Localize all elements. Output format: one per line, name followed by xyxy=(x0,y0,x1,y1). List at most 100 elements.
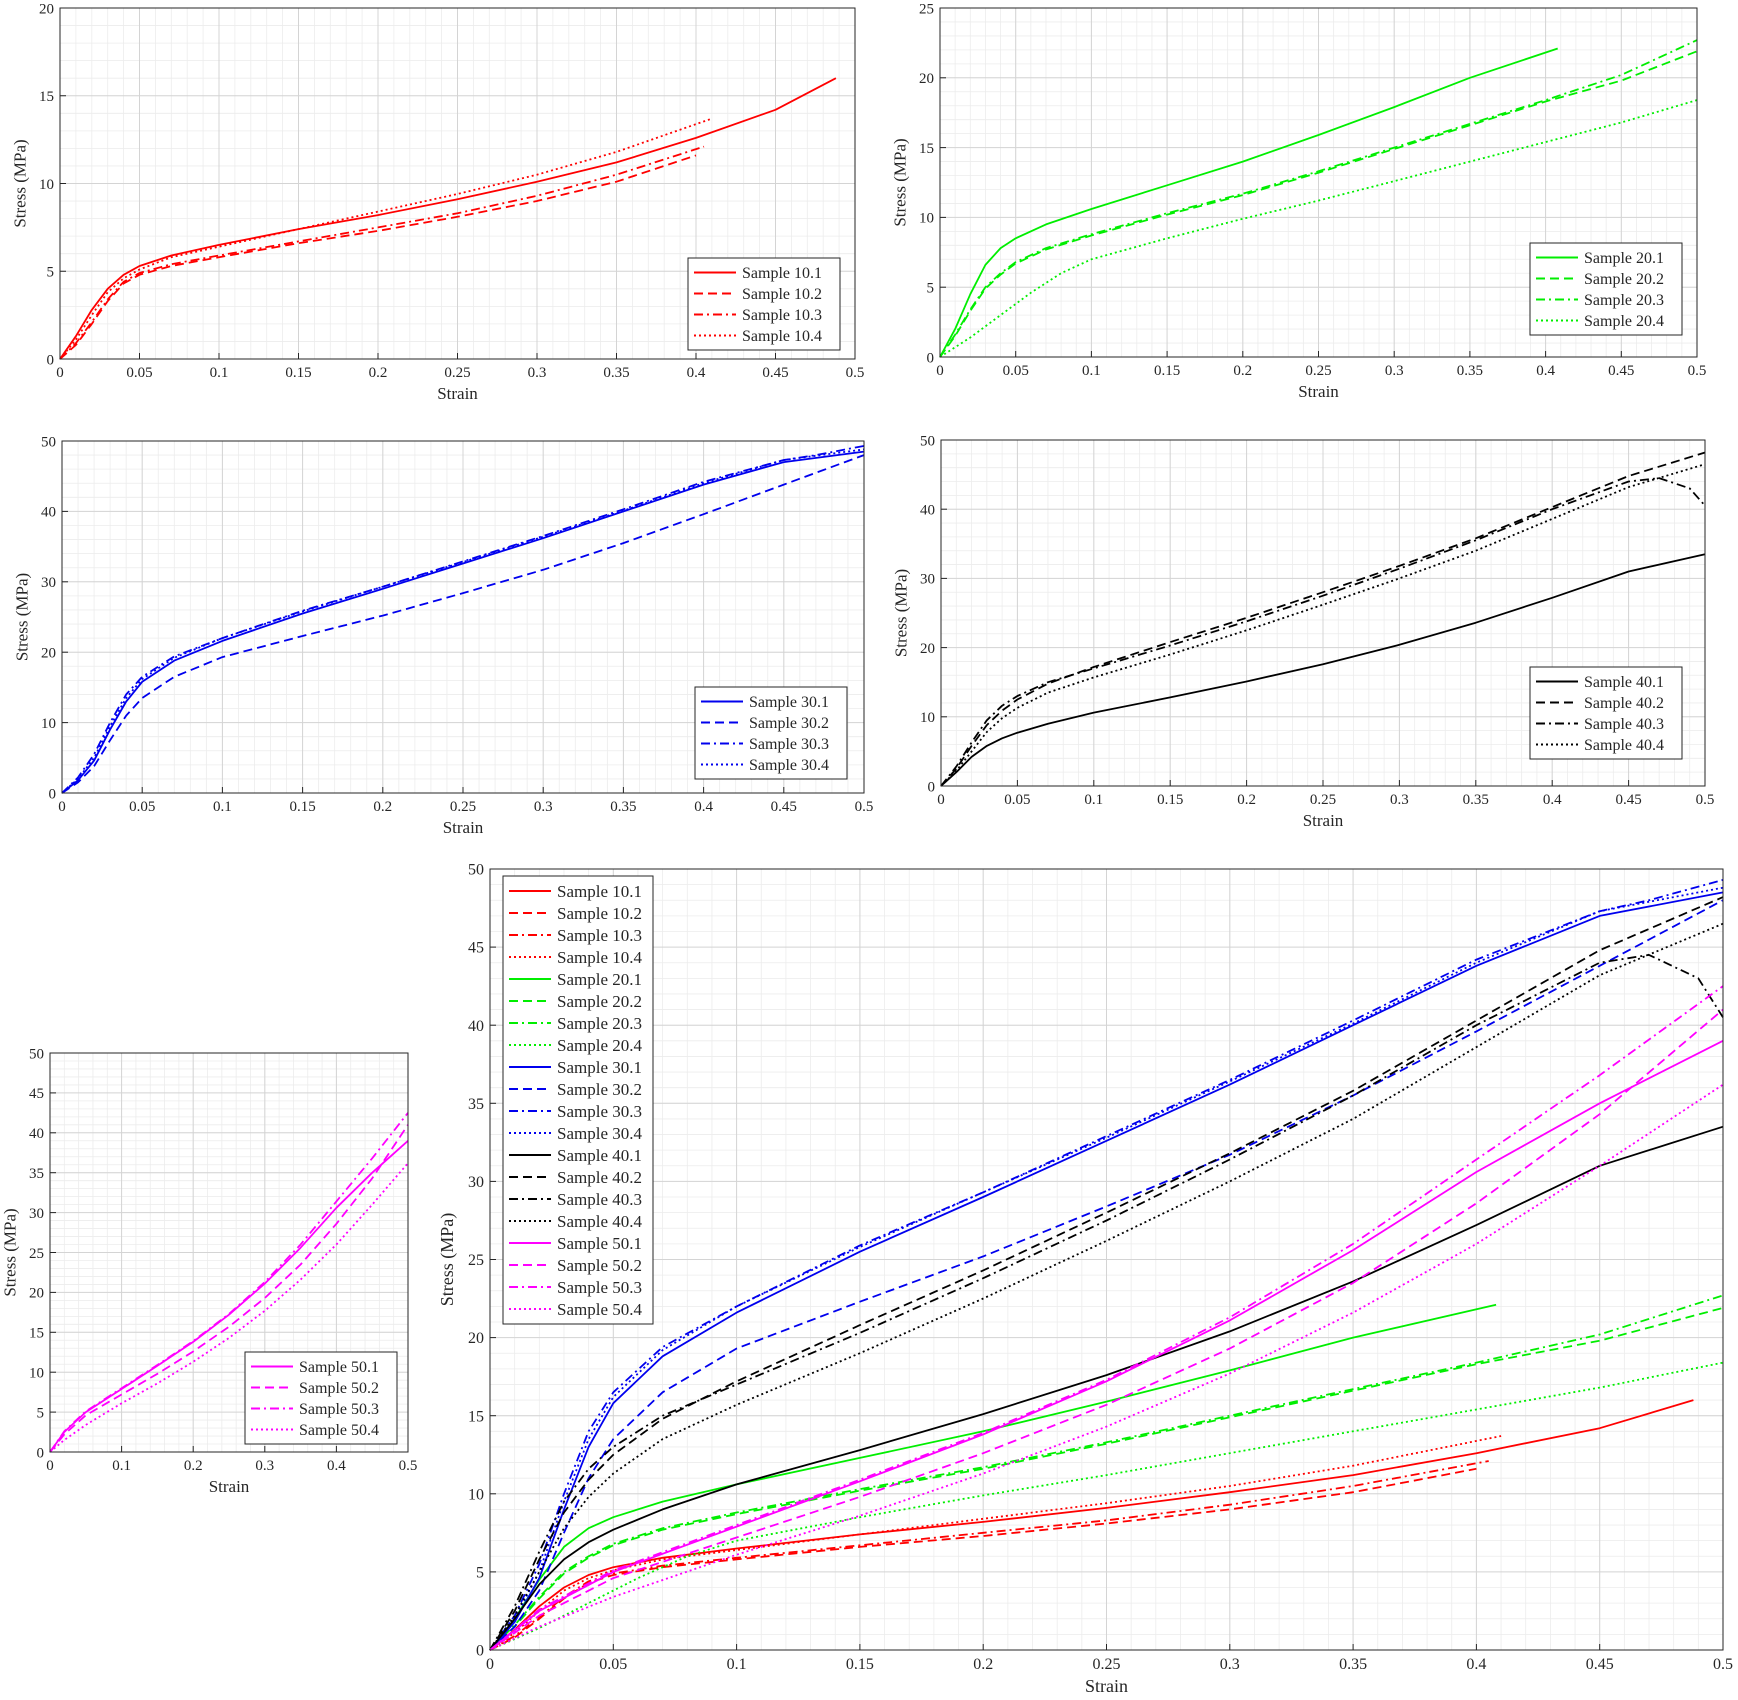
y-tick-label: 45 xyxy=(29,1086,44,1102)
legend-entry: Sample 50.1 xyxy=(557,1234,642,1253)
x-tick-label: 0.05 xyxy=(599,1656,627,1673)
y-tick-label: 20 xyxy=(41,645,56,661)
y-tick-label: 0 xyxy=(47,352,55,368)
series-line-sample-20.4 xyxy=(939,99,1698,358)
legend-entry: Sample 30.3 xyxy=(749,736,829,753)
x-tick-label: 0 xyxy=(936,363,944,379)
legend-entry: Sample 30.3 xyxy=(557,1102,642,1121)
x-tick-label: 0.15 xyxy=(846,1656,874,1673)
chart-panel-6: 0 0.05 0.1 0.15 0.2 0.25 0.3 0.35 0.4 0.45 0.5 0 5 10… xyxy=(437,862,1733,1696)
x-tick-label: 0.4 xyxy=(327,1458,346,1474)
x-tick-label: 0.25 xyxy=(444,365,470,381)
x-tick-label: 0.2 xyxy=(369,365,388,381)
y-tick-label: 20 xyxy=(29,1286,44,1302)
legend-entry: Sample 30.1 xyxy=(557,1058,642,1077)
series-line-sample-30.1 xyxy=(489,891,1724,1651)
x-axis-label: Strain xyxy=(1298,382,1339,401)
x-tick-label: 0.3 xyxy=(1220,1656,1240,1673)
legend-entry: Sample 10.3 xyxy=(742,307,822,324)
legend-entry: Sample 30.1 xyxy=(749,694,829,711)
x-tick-label: 0.35 xyxy=(1457,363,1483,379)
x-tick-label: 0.15 xyxy=(1157,792,1183,808)
y-tick-label: 30 xyxy=(468,1174,484,1191)
legend-entry: Sample 30.2 xyxy=(557,1080,642,1099)
series-line-sample-10.2 xyxy=(59,154,697,360)
chart-panel-1: 0 0.05 0.1 0.15 0.2 0.25 0.3 0.35 0.4 0.45 0.5 0 5 10… xyxy=(11,1,865,403)
legend-entry: Sample 10.2 xyxy=(742,286,822,303)
x-tick-label: 0.45 xyxy=(1608,363,1634,379)
y-tick-label: 5 xyxy=(47,265,55,281)
x-tick-label: 0.5 xyxy=(399,1458,418,1474)
x-axis-label: Strain xyxy=(1085,1676,1128,1696)
y-tick-label: 10 xyxy=(468,1486,484,1503)
y-axis-label: Stress (MPa) xyxy=(1,1208,20,1296)
y-tick-label: 30 xyxy=(41,575,56,591)
x-tick-label: 0.1 xyxy=(1084,792,1103,808)
series-line-sample-20.3 xyxy=(939,39,1698,358)
x-tick-label: 0.45 xyxy=(1586,1656,1614,1673)
series-line-sample-20.1 xyxy=(939,47,1558,358)
legend: Sample 30.1 Sample 30.2 Sample 30.3 Sample … xyxy=(694,686,848,780)
x-tick-label: 0.35 xyxy=(1463,792,1489,808)
x-tick-label: 0.2 xyxy=(973,1656,993,1673)
series-line-sample-20.4 xyxy=(489,1361,1724,1651)
y-axis-label: Stress (MPa) xyxy=(891,138,910,226)
legend-entry: Sample 20.3 xyxy=(557,1014,642,1033)
x-tick-label: 0.25 xyxy=(450,799,476,815)
y-tick-label: 0 xyxy=(49,786,57,802)
y-tick-label: 40 xyxy=(920,502,935,518)
x-tick-label: 0.1 xyxy=(213,799,232,815)
x-tick-label: 0.45 xyxy=(762,365,788,381)
legend-entry: Sample 50.1 xyxy=(299,1359,379,1376)
x-tick-label: 0.5 xyxy=(1713,1656,1733,1673)
x-tick-label: 0.35 xyxy=(603,365,629,381)
legend-entry: Sample 10.3 xyxy=(557,926,642,945)
legend-entry: Sample 40.1 xyxy=(557,1146,642,1165)
legend-entry: Sample 10.1 xyxy=(557,882,642,901)
x-tick-label: 0.25 xyxy=(1093,1656,1121,1673)
y-tick-label: 5 xyxy=(37,1405,45,1421)
x-tick-label: 0.4 xyxy=(1536,363,1555,379)
y-tick-label: 40 xyxy=(29,1126,44,1142)
legend-entry: Sample 50.2 xyxy=(557,1256,642,1275)
series-line-sample-50.2 xyxy=(489,1008,1724,1651)
x-tick-label: 0.05 xyxy=(1003,363,1029,379)
x-tick-label: 0.1 xyxy=(210,365,229,381)
legend-entry: Sample 10.4 xyxy=(557,948,642,967)
x-tick-label: 0.05 xyxy=(129,799,155,815)
y-tick-label: 0 xyxy=(476,1643,484,1660)
series-line-sample-30.2 xyxy=(489,899,1724,1651)
y-tick-label: 50 xyxy=(920,433,935,449)
x-tick-label: 0.25 xyxy=(1305,363,1331,379)
legend-entry: Sample 40.1 xyxy=(1584,674,1664,691)
series-line-sample-10.2 xyxy=(489,1467,1477,1651)
x-tick-label: 0.2 xyxy=(373,799,392,815)
series-line-sample-40.4 xyxy=(940,463,1706,787)
y-tick-label: 5 xyxy=(476,1565,484,1582)
legend-entry: Sample 10.4 xyxy=(742,328,822,345)
x-tick-label: 0.15 xyxy=(285,365,311,381)
legend-entry: Sample 40.4 xyxy=(1584,737,1664,754)
y-tick-label: 10 xyxy=(39,177,54,193)
series-line-sample-40.1 xyxy=(489,1125,1724,1651)
legend: Sample 20.1 Sample 20.2 Sample 20.3 Sample … xyxy=(1529,242,1683,336)
x-tick-label: 0.5 xyxy=(1696,792,1715,808)
y-tick-label: 25 xyxy=(919,1,934,17)
y-tick-label: 35 xyxy=(468,1096,484,1113)
chart-panel-2: 0 0.05 0.1 0.15 0.2 0.25 0.3 0.35 0.4 0.45 0.5 0 5 10… xyxy=(891,1,1707,401)
x-tick-label: 0.4 xyxy=(1543,792,1562,808)
y-tick-label: 0 xyxy=(928,779,936,795)
x-tick-label: 0.3 xyxy=(255,1458,274,1474)
x-tick-label: 0.4 xyxy=(1466,1656,1486,1673)
x-tick-label: 0 xyxy=(46,1458,54,1474)
y-tick-label: 50 xyxy=(29,1046,44,1062)
y-tick-label: 25 xyxy=(468,1252,484,1269)
y-axis-label: Stress (MPa) xyxy=(437,1213,458,1307)
series-line-sample-50.3 xyxy=(489,985,1724,1651)
x-tick-label: 0.25 xyxy=(1310,792,1336,808)
legend: Sample 10.1 Sample 10.2 Sample 10.3 Sample … xyxy=(687,257,841,351)
legend-entry: Sample 50.4 xyxy=(299,1422,379,1439)
series-line-sample-20.2 xyxy=(939,50,1698,358)
legend-entry: Sample 20.4 xyxy=(1584,313,1664,330)
legend: Sample 50.1 Sample 50.2 Sample 50.3 Sample … xyxy=(244,1351,398,1445)
